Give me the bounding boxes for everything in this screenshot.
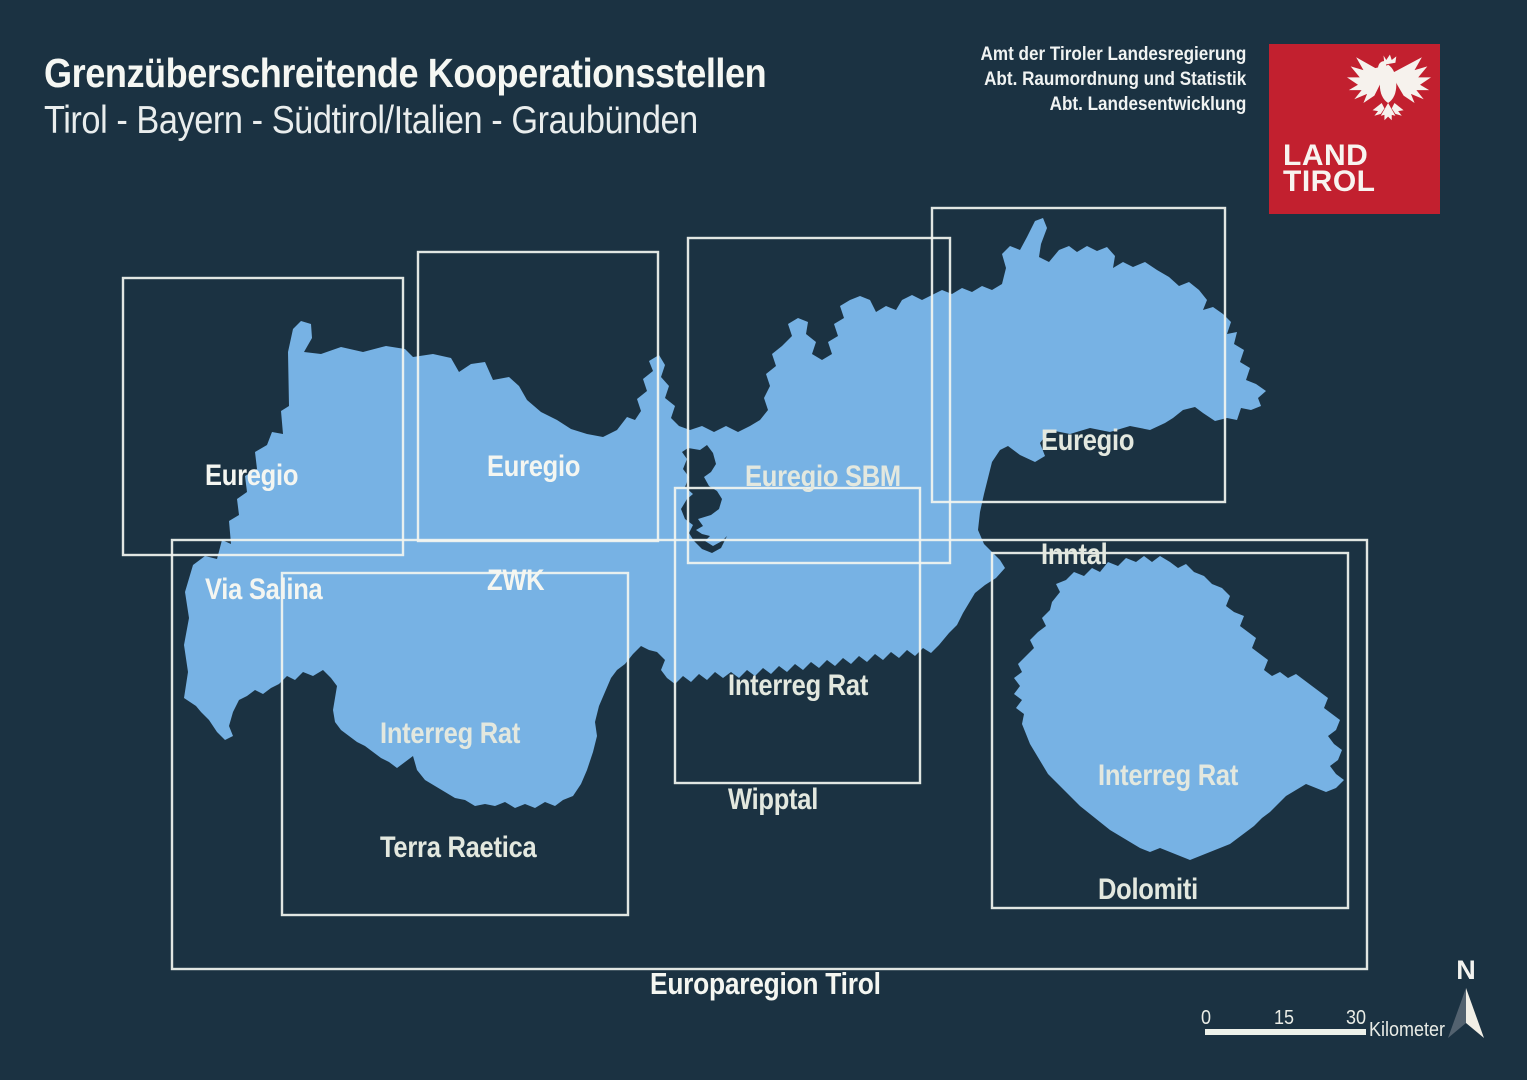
land-tirol-logo: LAND TIROL bbox=[1269, 44, 1440, 214]
region-box-euregio-inntal bbox=[930, 206, 1227, 504]
publisher-line-1: Amt der Tiroler Landesregierung bbox=[980, 44, 1246, 65]
scalebar bbox=[1205, 1029, 1366, 1035]
region-box-europaregion-evtz bbox=[170, 538, 1369, 971]
page-title: Grenzüberschreitende Kooperationsstellen bbox=[44, 50, 767, 96]
north-arrow-label: N bbox=[1456, 955, 1476, 985]
scalebar-tick-0: 0 bbox=[1200, 1007, 1212, 1029]
logo-wordmark: LAND TIROL bbox=[1283, 139, 1376, 198]
map-tirol-landmass bbox=[184, 218, 1266, 808]
scalebar-tick-15: 15 bbox=[1273, 1007, 1295, 1029]
region-box-interreg-terra-raetica bbox=[280, 571, 630, 917]
logo-word-land: LAND bbox=[1283, 139, 1369, 172]
region-label-euregio-inntal: Euregio Inntal bbox=[1041, 424, 1135, 571]
region-label-interreg-dolomiti: Interreg Rat Dolomiti bbox=[1098, 759, 1239, 906]
region-label-interreg-terra-raetica: Interreg Rat Terra Raetica bbox=[380, 717, 537, 864]
page-subtitle: Tirol - Bayern - Südtirol/Italien - Grau… bbox=[44, 99, 698, 142]
region-box-interreg-dolomiti bbox=[990, 551, 1350, 910]
region-label-euregio-via-salina: Euregio Via Salina bbox=[205, 459, 323, 606]
publisher-line-2: Abt. Raumordnung und Statistik bbox=[983, 69, 1246, 90]
scalebar-tick-30: 30 bbox=[1345, 1007, 1367, 1029]
publisher-block: Amt der Tiroler Landesregierung Abt. Rau… bbox=[980, 42, 1246, 117]
publisher-line-3: Abt. Landesentwicklung bbox=[1049, 94, 1246, 115]
region-label-interreg-wipptal: Interreg Rat Wipptal bbox=[728, 669, 869, 816]
region-box-euregio-via-salina bbox=[121, 276, 405, 557]
region-label-euregio-zwk: Euregio ZWK bbox=[487, 450, 581, 597]
region-label-europaregion-evtz: Europaregion Tirol Südtirol - Trentino (… bbox=[650, 966, 963, 1080]
map-enclave-island bbox=[681, 445, 727, 553]
map-dolomiti-area bbox=[1014, 556, 1344, 860]
scalebar-unit: Kilometer bbox=[1369, 1019, 1446, 1041]
region-box-interreg-wipptal bbox=[673, 486, 922, 785]
tyrolean-eagle-icon bbox=[1347, 54, 1431, 121]
region-label-euregio-sbm: Euregio SBM bbox=[745, 460, 901, 493]
region-box-euregio-sbm bbox=[686, 236, 952, 565]
logo-word-tirol: TIROL bbox=[1283, 165, 1376, 198]
